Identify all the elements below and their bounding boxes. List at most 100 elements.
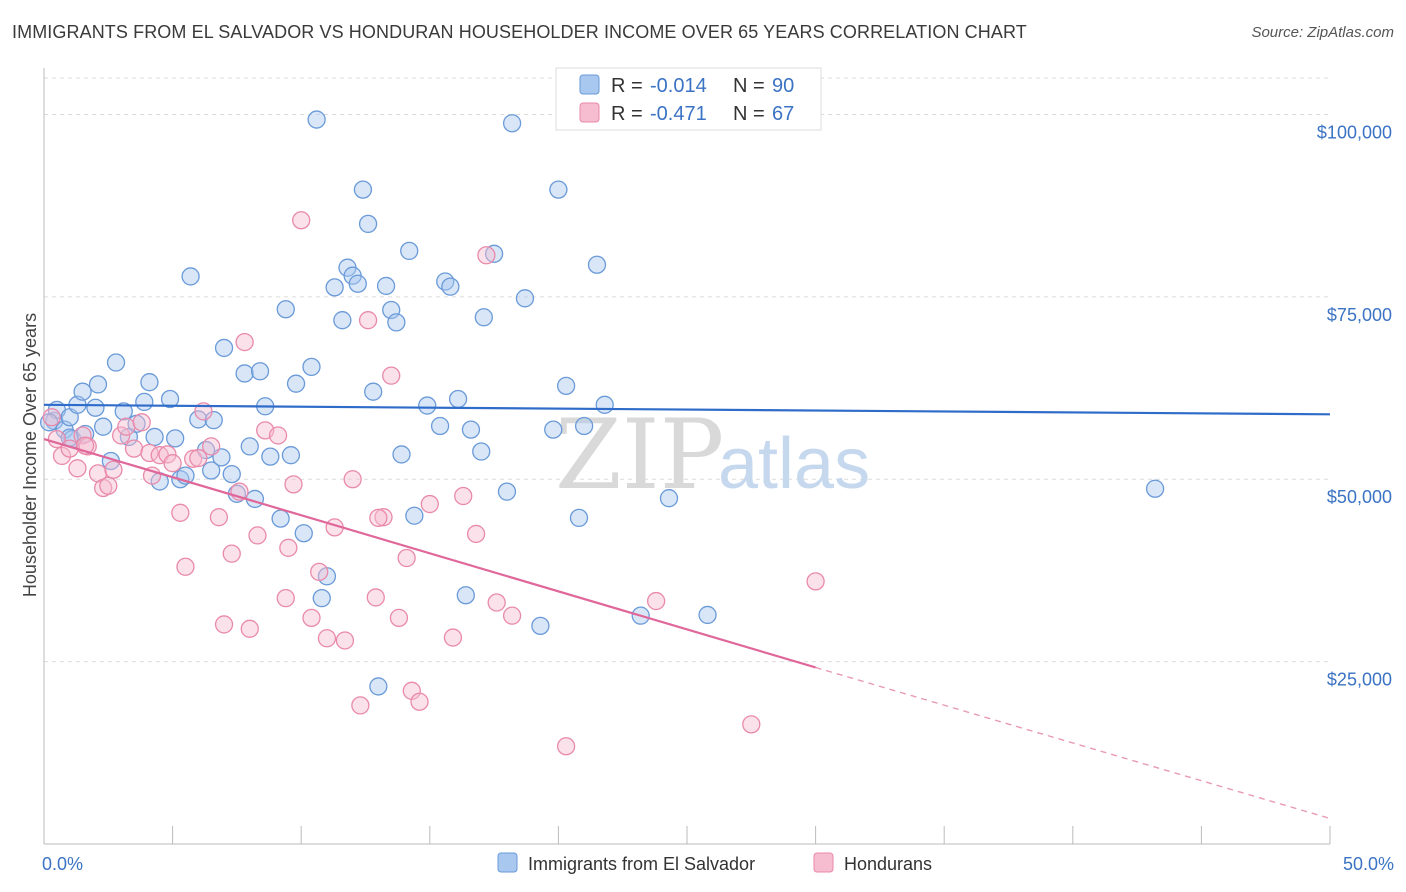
y-tick-label-3: $100,000	[1317, 122, 1392, 142]
axes	[43, 68, 1331, 845]
el-salvador-point-70	[474, 308, 493, 327]
honduran-point-55	[477, 246, 496, 265]
el-salvador-point-55	[369, 677, 388, 696]
honduran-point-43	[358, 311, 378, 330]
trend-line-hondurans-extension	[815, 666, 1331, 820]
x-tick-label-min: 0.0%	[42, 854, 83, 874]
el-salvador-point-20	[166, 429, 185, 448]
el-salvador-point-63	[430, 416, 450, 436]
honduran-point-32	[268, 426, 288, 445]
el-salvador-point-12	[114, 402, 133, 421]
honduran-point-35	[292, 211, 311, 230]
honduran-point-33	[276, 589, 295, 608]
el-salvador-point-38	[271, 509, 290, 528]
el-salvador-point-60	[400, 241, 419, 261]
honduran-point-59	[646, 591, 666, 611]
legend-swatch-el-salvador	[579, 74, 600, 95]
el-salvador-point-68	[461, 420, 481, 439]
honduran-point-37	[310, 562, 329, 582]
watermark-zip: ZIP	[555, 399, 724, 511]
honduran-point-29	[240, 619, 259, 638]
el-salvador-point-19	[160, 389, 180, 409]
honduran-point-38	[317, 629, 337, 648]
honduran-point-64	[189, 448, 208, 468]
honduran-point-66	[369, 508, 388, 528]
el-salvador-point-69	[472, 442, 491, 461]
honduran-point-0	[42, 408, 61, 427]
honduran-point-26	[222, 544, 241, 563]
honduran-point-50	[410, 692, 429, 711]
el-salvador-point-35	[250, 362, 270, 381]
el-salvador-point-29	[214, 338, 234, 358]
el-salvador-point-40	[281, 446, 301, 465]
legend-n-label-1: N =	[733, 75, 765, 97]
honduran-point-47	[389, 608, 409, 627]
el-salvador-point-48	[333, 311, 352, 330]
el-salvador-point-6	[73, 382, 92, 401]
el-salvador-point-76	[544, 420, 563, 439]
el-salvador-point-64	[436, 272, 455, 291]
honduran-point-25	[214, 615, 234, 634]
honduran-point-2	[52, 446, 72, 466]
el-salvador-point-62	[418, 396, 437, 415]
chart-title: IMMIGRANTS FROM EL SALVADOR VS HONDURAN …	[12, 22, 1027, 42]
el-salvador-point-23	[181, 267, 200, 286]
legend-bottom-swatch-el-salvador	[497, 852, 518, 873]
legend-n-value-2: 67	[772, 103, 794, 125]
honduran-point-65	[279, 538, 298, 557]
legend-r-value-2: -0.471	[650, 103, 707, 125]
honduran-point-12	[124, 439, 144, 458]
honduran-point-63	[104, 460, 123, 479]
el-salvador-point-59	[392, 445, 411, 464]
y-tick-label-1: $50,000	[1327, 487, 1392, 507]
honduran-point-34	[284, 475, 303, 494]
legend-swatch-hondurans	[579, 102, 600, 123]
honduran-point-28	[235, 332, 254, 352]
el-salvador-point-67	[456, 586, 475, 605]
el-salvador-point-47	[325, 278, 344, 297]
honduran-point-17	[158, 445, 177, 464]
series-hondurans-points	[42, 211, 825, 756]
honduran-point-4	[68, 459, 87, 478]
el-salvador-point-66	[448, 389, 468, 409]
el-salvador-point-53	[358, 214, 378, 234]
y-tick-labels: $25,000 $50,000 $75,000 $100,000	[1317, 122, 1392, 689]
el-salvador-point-79	[569, 508, 589, 528]
honduran-point-51	[420, 494, 439, 514]
honduran-point-46	[382, 366, 401, 385]
legend-r-value-1: -0.014	[650, 75, 707, 97]
el-salvador-point-42	[294, 524, 313, 543]
series-el-salvador-points	[39, 110, 1165, 696]
honduran-point-48	[397, 548, 416, 568]
el-salvador-point-16	[140, 373, 159, 392]
honduran-point-45	[374, 508, 393, 527]
el-salvador-point-87	[39, 413, 59, 432]
el-salvador-point-52	[353, 180, 373, 199]
el-salvador-point-43	[302, 357, 321, 377]
el-salvador-point-15	[135, 392, 154, 412]
el-salvador-point-82	[595, 395, 614, 414]
el-salvador-point-30	[222, 464, 241, 484]
honduran-point-18	[163, 454, 182, 473]
trend-lines	[43, 403, 1331, 820]
honduran-point-20	[176, 557, 195, 576]
honduran-point-9	[99, 476, 118, 495]
honduran-point-61	[806, 572, 825, 591]
y-axis-label: Householder Income Over 65 years	[20, 313, 40, 597]
el-salvador-point-58	[387, 313, 406, 332]
honduran-point-42	[351, 696, 370, 715]
legend-bottom-label-el-salvador: Immigrants from El Salvador	[528, 854, 755, 874]
el-salvador-point-37	[261, 447, 280, 466]
legend-r-label-2: R =	[611, 103, 643, 125]
watermark-atlas: atlas	[718, 424, 870, 504]
honduran-point-13	[132, 413, 151, 432]
trend-line-el-salvador	[43, 403, 1331, 416]
honduran-point-53	[454, 486, 473, 506]
el-salvador-point-73	[502, 114, 522, 133]
el-salvador-point-45	[312, 589, 331, 608]
honduran-point-23	[202, 437, 221, 456]
y-tick-label-0: $25,000	[1327, 670, 1392, 690]
honduran-point-30	[248, 526, 267, 545]
honduran-point-44	[366, 588, 385, 607]
